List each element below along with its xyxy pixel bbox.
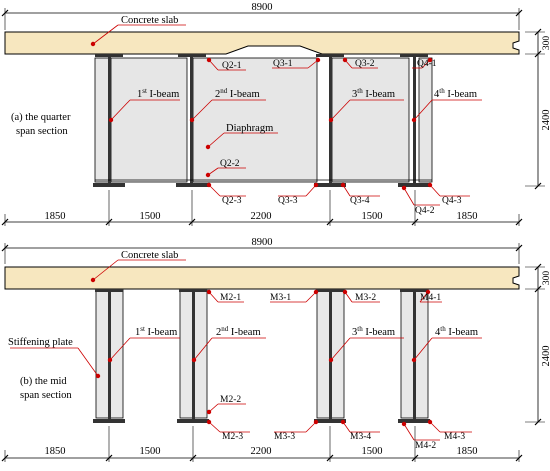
beam-label-4: 4th I-beam	[434, 87, 477, 100]
quarter-span-section: 8900	[1, 2, 550, 226]
gauge-label: Q4-3	[442, 196, 462, 206]
beam-label-1: 1st I-beam	[135, 325, 177, 338]
spacing-label: 1500	[140, 211, 161, 222]
spacing-label: 1850	[457, 211, 478, 222]
beam-label-2: 2nd I-beam	[216, 325, 261, 338]
concrete-slab	[4, 266, 520, 290]
beam-label-4: 4th I-beam	[435, 325, 478, 338]
spacing-label: 2200	[251, 446, 272, 457]
gauge-label: M3-1	[270, 293, 291, 303]
gauge-label: M3-2	[355, 293, 376, 303]
gauge-label: Q2-1	[222, 61, 242, 71]
gauge-label: M4-1	[420, 293, 441, 303]
i-beam-4	[398, 289, 430, 423]
gauge-label: Q2-3	[222, 196, 242, 206]
section-label-line2: span section	[16, 126, 68, 137]
gauge-label: Q3-1	[273, 59, 293, 69]
overall-width-label: 8900	[252, 237, 273, 248]
slab-label: Concrete slab	[121, 15, 178, 26]
slab-height-label: 300	[542, 36, 550, 51]
diaphragm-label: Diaphragm	[226, 123, 273, 134]
diaphragm-panel	[110, 57, 188, 183]
i-beam-1	[93, 289, 125, 423]
beam-height-label: 2400	[541, 346, 550, 367]
gauge-label: M4-3	[444, 432, 465, 442]
concrete-slab	[4, 31, 520, 55]
gauge-label: M3-4	[350, 432, 371, 442]
overall-width-label: 8900	[252, 2, 273, 13]
slab-label: Concrete slab	[121, 250, 178, 261]
slab-height-label: 300	[542, 271, 550, 286]
section-label-line1: (a) the quarter	[11, 112, 71, 123]
spacing-label: 1850	[45, 446, 66, 457]
spacing-label: 1850	[45, 211, 66, 222]
diaphragm-panel	[192, 57, 318, 183]
beam-height-label: 2400	[541, 110, 550, 131]
gauge-label: Q3-2	[355, 59, 375, 69]
gauge-label: M2-1	[220, 293, 241, 303]
spacing-label: 1500	[362, 446, 383, 457]
i-beam-3	[314, 289, 346, 423]
gauge-label: Q3-3	[278, 196, 298, 206]
section-label-line2: span section	[20, 390, 72, 401]
gauge-label: M3-3	[274, 432, 295, 442]
spacing-label: 2200	[251, 211, 272, 222]
gauge-label: M2-2	[220, 395, 241, 405]
beam-label-3: 3th I-beam	[352, 325, 395, 338]
gauge-label: Q2-2	[220, 159, 240, 169]
gauge-label: M4-2	[415, 441, 436, 451]
gauge-label: M2-3	[222, 432, 243, 442]
gauge-label: Q4-2	[415, 206, 435, 216]
section-label-line1: (b) the mid	[20, 376, 67, 387]
spacing-label: 1500	[140, 446, 161, 457]
beam-label-3: 3th I-beam	[352, 87, 395, 100]
spacing-label: 1850	[457, 446, 478, 457]
stiffener-label: Stiffening plate	[8, 337, 73, 348]
spacing-label: 1500	[362, 211, 383, 222]
gauge-label: Q3-4	[350, 196, 370, 206]
beam-label-1: 1st I-beam	[137, 87, 179, 100]
i-beam-2	[177, 289, 209, 423]
beam-label-2: 2nd I-beam	[215, 87, 260, 100]
mid-span-section: 8900	[1, 237, 550, 462]
diaphragm-panel	[331, 57, 410, 183]
gauge-label: Q4-1	[417, 59, 437, 69]
